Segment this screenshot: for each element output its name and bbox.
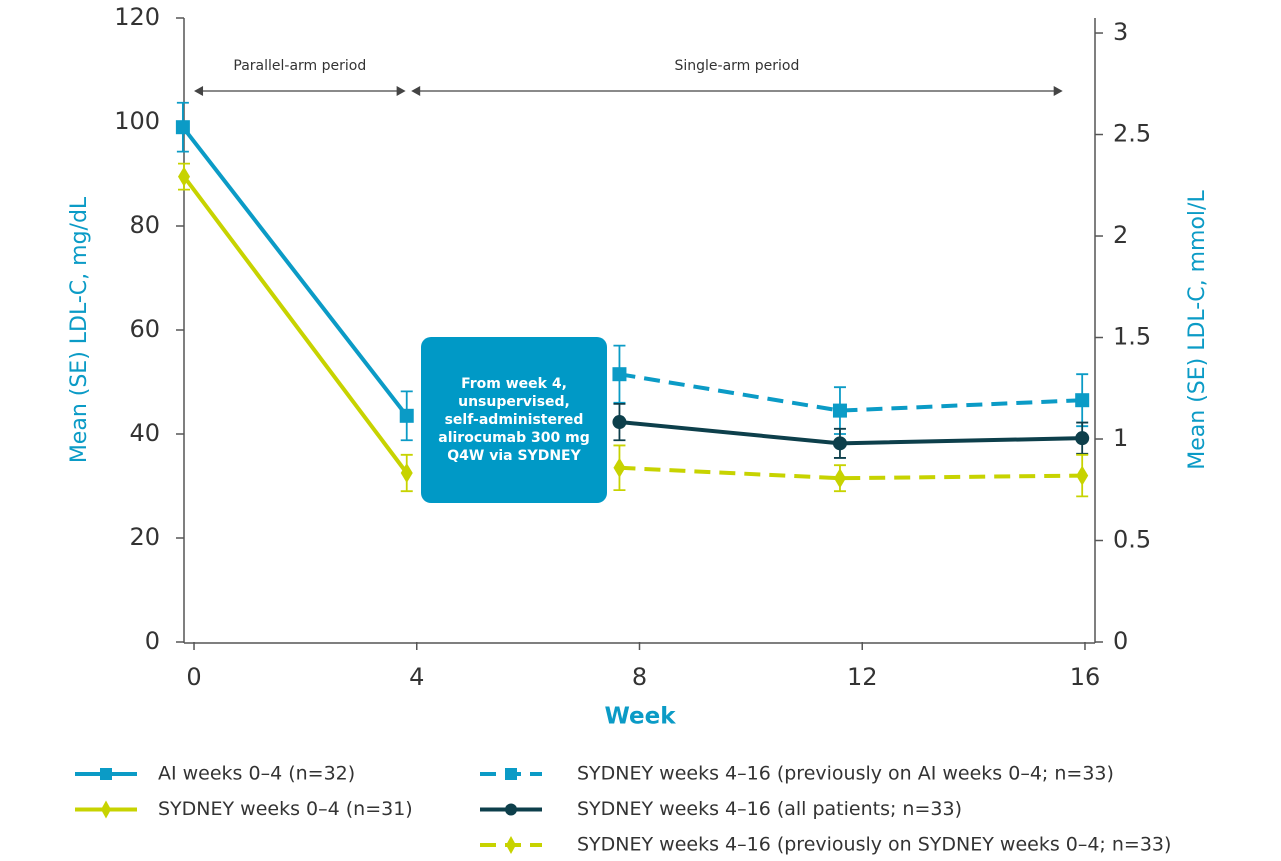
arrow-head <box>396 86 406 96</box>
series-line <box>182 175 409 475</box>
y-tick-label: 100 <box>114 107 160 135</box>
series-line <box>181 125 409 418</box>
period-label: Parallel-arm period <box>233 58 366 74</box>
marker-diamond <box>1076 465 1089 486</box>
x-tick-label: 12 <box>847 663 878 691</box>
marker-diamond <box>506 836 516 854</box>
period-label: Single-arm period <box>675 58 800 74</box>
annotation-text: unsupervised, <box>458 394 570 410</box>
x-tick-label: 16 <box>1070 663 1101 691</box>
legend-label: SYDNEY weeks 0–4 (n=31) <box>158 798 413 820</box>
y-tick-label: 20 <box>129 523 160 551</box>
y-tick-label: 60 <box>129 315 160 343</box>
marker-diamond <box>833 468 846 489</box>
marker-square <box>832 403 847 418</box>
x-axis-label: Week <box>604 704 676 730</box>
marker-circle <box>612 415 627 430</box>
legend-label: SYDNEY weeks 4–16 (previously on SYDNEY … <box>577 834 1171 856</box>
x-tick-label: 4 <box>409 663 424 691</box>
series-line <box>619 372 1083 413</box>
annotation-text: Q4W via SYDNEY <box>447 448 581 464</box>
y-tick-label: 40 <box>129 419 160 447</box>
y2-tick-label: 1.5 <box>1113 323 1151 351</box>
arrow-head <box>194 86 204 96</box>
marker-square <box>399 408 414 423</box>
y2-axis-label: Mean (SE) LDL-C, mmol/L <box>1185 190 1210 470</box>
marker-circle <box>1075 431 1090 446</box>
y-axis-label: Mean (SE) LDL-C, mg/dL <box>67 196 92 463</box>
x-tick-label: 8 <box>632 663 647 691</box>
y-tick-label: 80 <box>129 211 160 239</box>
legend-label: SYDNEY weeks 4–16 (all patients; n=33) <box>577 798 962 820</box>
marker-square <box>1075 393 1090 408</box>
y2-tick-label: 3 <box>1113 18 1128 46</box>
marker-circle <box>505 803 517 816</box>
legend-label: SYDNEY weeks 4–16 (previously on AI week… <box>577 763 1114 785</box>
marker-square <box>612 367 627 382</box>
marker-diamond <box>101 800 111 819</box>
y2-tick-label: 0 <box>1113 627 1128 655</box>
annotation-box <box>421 337 607 503</box>
marker-diamond <box>613 457 626 478</box>
marker-diamond <box>400 463 413 483</box>
legend-label: AI weeks 0–4 (n=32) <box>158 763 355 785</box>
y2-tick-label: 2.5 <box>1113 120 1151 148</box>
series-line <box>619 465 1083 481</box>
x-tick-label: 0 <box>186 663 201 691</box>
marker-square <box>100 768 112 780</box>
y-tick-label: 0 <box>145 627 160 655</box>
y2-tick-label: 2 <box>1113 221 1128 249</box>
marker-diamond <box>178 166 190 187</box>
annotation-text: alirocumab 300 mg <box>438 430 589 446</box>
annotation-text: From week 4, <box>461 376 567 392</box>
marker-circle <box>832 436 847 451</box>
marker-square <box>175 120 190 135</box>
marker-square <box>505 768 517 780</box>
y2-tick-label: 0.5 <box>1113 526 1151 554</box>
annotation-text: self-administered <box>445 412 584 428</box>
arrow-head <box>411 86 421 96</box>
series-line <box>619 420 1083 446</box>
arrow-head <box>1053 86 1063 96</box>
y2-tick-label: 1 <box>1113 424 1128 452</box>
y-tick-label: 120 <box>114 3 160 31</box>
